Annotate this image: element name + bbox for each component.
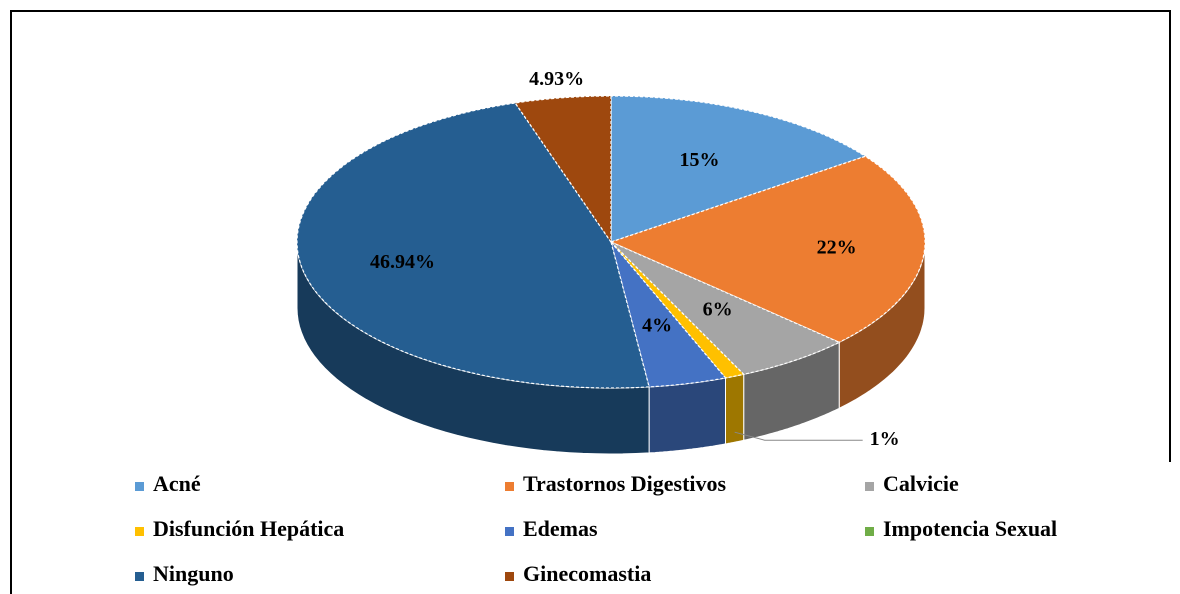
slice <box>514 95 612 244</box>
legend-label: Ninguno <box>153 561 234 586</box>
slice <box>296 102 650 389</box>
data-label: 46.94% <box>370 251 435 273</box>
data-label: 4.93% <box>529 68 584 90</box>
legend-swatch <box>865 482 874 491</box>
legend-swatch <box>865 527 874 536</box>
legend-label: Disfunción Hepática <box>153 516 344 541</box>
data-label: 6% <box>703 298 733 320</box>
slice <box>609 155 926 343</box>
legend-label: Calvicie <box>883 471 959 496</box>
slice-side <box>648 377 726 454</box>
slice <box>610 95 867 243</box>
slice <box>610 241 841 375</box>
legend-label: Acné <box>153 471 201 496</box>
data-label: 22% <box>817 236 857 258</box>
data-label: 1% <box>870 428 900 450</box>
legend-swatch <box>135 482 144 491</box>
legend-swatch <box>505 482 514 491</box>
legend-label: Impotencia Sexual <box>883 516 1057 541</box>
legend-swatch <box>505 572 514 581</box>
slice <box>610 241 745 379</box>
chart-frame <box>10 10 1171 594</box>
legend-swatch <box>505 527 514 536</box>
legend-swatch <box>135 572 144 581</box>
legend-label: Ginecomastia <box>523 561 651 586</box>
legend-label: Edemas <box>523 516 598 541</box>
leader-line <box>734 431 863 441</box>
legend-label: Trastornos Digestivos <box>523 471 727 496</box>
data-label: 15% <box>679 149 719 171</box>
legend-swatch <box>135 527 144 536</box>
data-label: 4% <box>642 315 672 337</box>
